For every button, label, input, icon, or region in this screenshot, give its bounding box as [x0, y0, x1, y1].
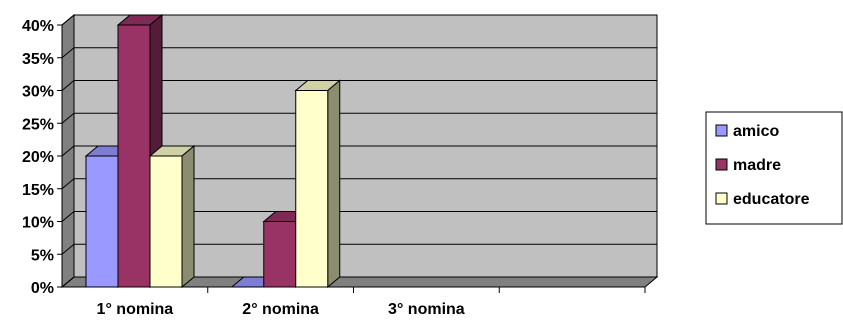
bar-educatore	[294, 79, 342, 289]
y-tick-label: 35%	[22, 51, 54, 68]
y-tick-label: 10%	[22, 215, 54, 232]
y-tick-label: 30%	[22, 84, 54, 101]
x-tick-label: 3° nomina	[388, 301, 465, 318]
legend-label-educatore: educatore	[733, 191, 810, 208]
gridline	[61, 211, 657, 222]
gridline	[61, 14, 657, 26]
gridline	[61, 47, 657, 59]
x-tick-label: 1° nomina	[97, 301, 174, 318]
legend-swatch-madre	[715, 158, 728, 171]
gridline	[61, 112, 657, 124]
plot-front	[57, 24, 646, 293]
gridline	[61, 243, 657, 255]
legend-frame	[705, 111, 843, 225]
y-tick-label: 25%	[22, 116, 54, 133]
bar-educatore	[148, 144, 196, 289]
gridline	[61, 178, 657, 190]
y-axis-ticks: 0% 5% 10% 15% 20% 25% 30% 35% 40%	[22, 18, 54, 297]
y-tick-label: 15%	[22, 182, 54, 199]
gridline	[61, 145, 657, 157]
legend-label-amico: amico	[733, 123, 779, 140]
gridline	[61, 80, 657, 91]
gridline	[61, 276, 657, 288]
legend: amico madre educatore	[705, 111, 843, 225]
y-tick-label: 0%	[31, 280, 54, 297]
legend-swatch-amico	[715, 124, 728, 137]
y-tick-label: 40%	[22, 18, 54, 35]
y-tick-label: 20%	[22, 149, 54, 166]
legend-label-madre: madre	[733, 157, 781, 174]
x-tick-label: 2° nomina	[242, 301, 319, 318]
legend-swatch-educatore	[715, 192, 728, 205]
x-axis-ticks: 1° nomina 2° nomina 3° nomina	[97, 301, 465, 318]
y-tick-label: 5%	[31, 247, 54, 264]
